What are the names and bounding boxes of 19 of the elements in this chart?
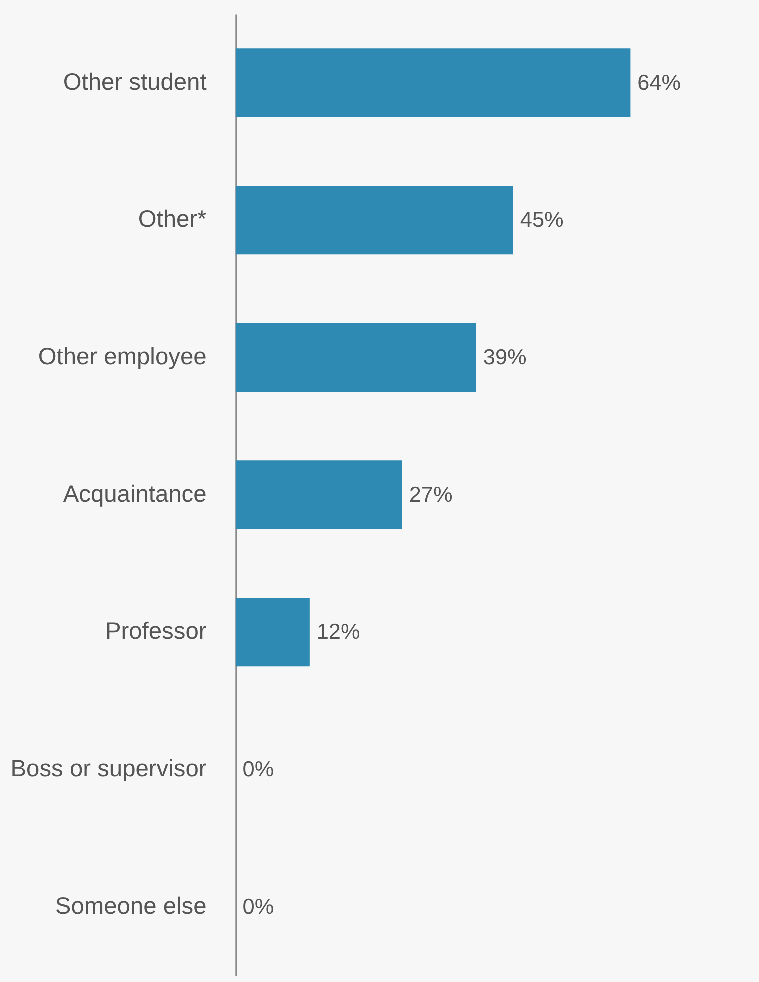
y-tick-label: Other student [63,70,208,96]
data-label: 39% [483,344,527,370]
data-label: 12% [316,619,360,644]
y-tick-label: Other* [138,207,207,234]
y-tick-label: Boss or supervisor [10,756,207,783]
bar [236,598,310,667]
y-tick-label: Someone else [55,894,207,920]
y-tick-label: Acquaintance [63,482,207,508]
y-tick-label: Other employee [38,344,207,371]
bar [236,323,476,392]
bar [236,460,402,530]
bar [236,186,514,255]
data-label: 64% [638,70,682,95]
data-label: 0% [242,894,274,919]
data-label: 0% [242,756,274,782]
data-label: 27% [409,482,453,507]
bar [236,48,631,118]
y-tick-label: Professor [105,619,207,646]
data-label: 45% [520,207,564,232]
